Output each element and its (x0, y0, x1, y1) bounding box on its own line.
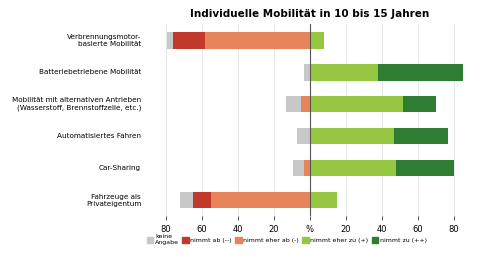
Bar (394, 128, 448, 144)
Bar (300, 96, 310, 113)
Bar (168, 32, 173, 49)
Bar (310, 160, 396, 176)
Bar (293, 160, 304, 176)
Bar (211, 192, 310, 208)
Bar (192, 192, 211, 208)
Legend: keine
Angabe, nimmt ab (--), nimmt eher ab (-), nimmt eher zu (+), nimmt zu (++): keine Angabe, nimmt ab (--), nimmt eher … (147, 234, 427, 245)
Bar (310, 96, 403, 113)
Bar (378, 64, 463, 80)
Bar (310, 192, 336, 208)
Bar (205, 32, 310, 49)
Bar (286, 96, 300, 113)
Title: Individuelle Mobilität in 10 bis 15 Jahren: Individuelle Mobilität in 10 bis 15 Jahr… (190, 9, 429, 19)
Bar (310, 128, 394, 144)
Bar (304, 160, 310, 176)
Bar (173, 32, 205, 49)
Bar (310, 32, 324, 49)
Bar (304, 64, 310, 80)
Bar (403, 96, 436, 113)
Bar (297, 128, 310, 144)
Bar (180, 192, 192, 208)
Bar (396, 160, 454, 176)
Bar (310, 64, 378, 80)
